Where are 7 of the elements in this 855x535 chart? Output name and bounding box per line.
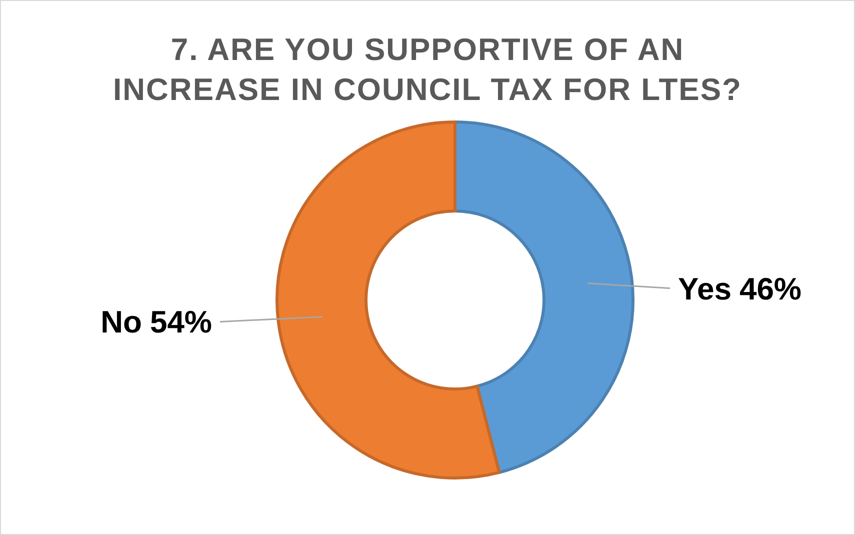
data-label: 54% bbox=[150, 304, 212, 340]
slice-label: No bbox=[100, 304, 142, 340]
data-label: 46% bbox=[739, 271, 802, 306]
donut-slice bbox=[454, 120, 634, 474]
donut-slice bbox=[276, 120, 501, 480]
slice-label: Yes bbox=[678, 271, 732, 306]
chart-title: 7. ARE YOU SUPPORTIVE OF AN INCREASE IN COUNCIL TAX FOR LTES? bbox=[113, 32, 742, 107]
